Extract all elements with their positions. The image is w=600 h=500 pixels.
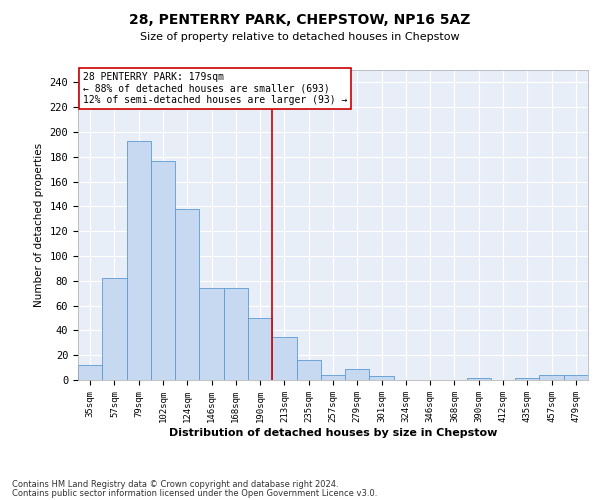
Bar (199, 288, 224, 380)
Bar (296, 360, 321, 380)
Text: 28 PENTERRY PARK: 179sqm
← 88% of detached houses are smaller (693)
12% of semi-: 28 PENTERRY PARK: 179sqm ← 88% of detach… (83, 72, 347, 105)
Bar (224, 288, 248, 380)
Text: Contains public sector information licensed under the Open Government Licence v3: Contains public sector information licen… (12, 488, 377, 498)
Bar (175, 209, 199, 380)
Bar (370, 376, 394, 380)
Bar (564, 375, 588, 380)
X-axis label: Distribution of detached houses by size in Chepstow: Distribution of detached houses by size … (169, 428, 497, 438)
Bar (539, 375, 564, 380)
Text: 28, PENTERRY PARK, CHEPSTOW, NP16 5AZ: 28, PENTERRY PARK, CHEPSTOW, NP16 5AZ (130, 12, 470, 26)
Bar (515, 378, 539, 380)
Bar (151, 160, 175, 380)
Bar (321, 375, 345, 380)
Bar (272, 336, 296, 380)
Bar (78, 365, 102, 380)
Bar (127, 140, 151, 380)
Bar (102, 278, 127, 380)
Bar (248, 318, 272, 380)
Y-axis label: Number of detached properties: Number of detached properties (34, 143, 44, 307)
Bar (467, 378, 491, 380)
Bar (345, 369, 370, 380)
Text: Size of property relative to detached houses in Chepstow: Size of property relative to detached ho… (140, 32, 460, 42)
Text: Contains HM Land Registry data © Crown copyright and database right 2024.: Contains HM Land Registry data © Crown c… (12, 480, 338, 489)
